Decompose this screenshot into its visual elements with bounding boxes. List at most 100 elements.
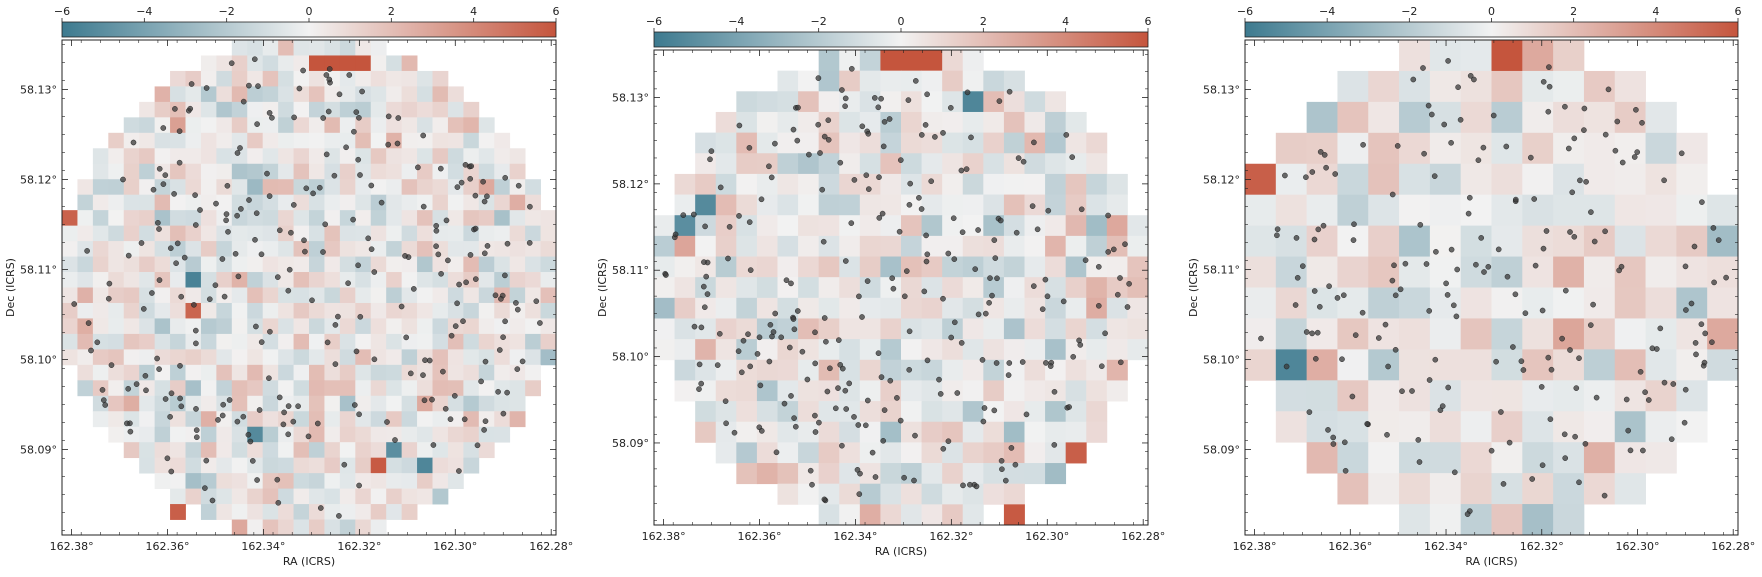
heatmap-cell: [880, 421, 902, 443]
scatter-point: [1478, 235, 1485, 241]
heatmap-cell: [262, 225, 279, 242]
heatmap-cell: [880, 318, 902, 340]
heatmap-cell: [293, 241, 310, 257]
heatmap-cell: [108, 426, 125, 443]
scatter-point: [463, 279, 469, 286]
heatmap-cell: [370, 194, 387, 211]
heatmap-cell: [839, 442, 861, 464]
heatmap-cell: [324, 488, 341, 505]
heatmap-cell: [509, 395, 526, 412]
heatmap-cell: [859, 235, 881, 257]
heatmap-cell: [798, 442, 820, 464]
scatter-point: [921, 288, 928, 295]
heatmap-cell: [901, 401, 922, 423]
heatmap-cell: [139, 302, 156, 319]
scatter-point: [912, 432, 918, 439]
heatmap-cell: [921, 318, 943, 340]
scatter-point: [71, 301, 77, 307]
scatter-point: [1710, 225, 1717, 231]
scatter-point: [167, 245, 174, 251]
scatter-point: [696, 361, 703, 368]
heatmap-cell: [62, 225, 78, 242]
heatmap-cell: [355, 101, 372, 118]
scatter-point: [226, 397, 233, 403]
heatmap-cell: [1086, 153, 1108, 175]
heatmap-cell: [324, 40, 341, 56]
scatter-point: [980, 418, 987, 425]
heatmap-cell: [478, 287, 495, 304]
scatter-point: [1433, 248, 1439, 255]
heatmap-cell: [1245, 194, 1277, 227]
heatmap-cell: [355, 333, 372, 350]
scatter-point: [745, 331, 751, 338]
scatter-point: [1471, 76, 1477, 83]
x-tick-label: 162.32°: [929, 530, 973, 543]
heatmap-cell: [154, 287, 171, 304]
heatmap-cell: [1003, 91, 1025, 113]
colorbar-tick-label: 4: [1652, 5, 1659, 18]
heatmap-cell: [231, 364, 248, 381]
scatter-point: [1634, 149, 1641, 155]
heatmap-cell: [339, 40, 356, 56]
scatter-point: [1522, 310, 1529, 317]
heatmap-cell: [108, 163, 125, 180]
heatmap-cell: [200, 395, 217, 412]
heatmap-cell: [1065, 256, 1087, 278]
scatter-point: [1527, 154, 1534, 161]
heatmap-cell: [880, 297, 902, 319]
heatmap-cell: [123, 148, 140, 165]
heatmap-cell: [1045, 339, 1067, 361]
heatmap-cell: [1127, 215, 1149, 237]
colorbar-tick-label: 2: [980, 15, 987, 28]
heatmap-cell: [1460, 473, 1492, 505]
heatmap-cell: [324, 380, 341, 397]
heatmap-cell: [509, 272, 526, 288]
heatmap-cell: [962, 111, 984, 134]
heatmap-cell: [170, 287, 186, 304]
heatmap-cell: [324, 364, 341, 381]
scatter-point: [496, 347, 503, 353]
heatmap-cell: [170, 163, 186, 180]
heatmap-cell: [1086, 339, 1108, 361]
heatmap-cell: [231, 442, 248, 459]
colorbar-tick-label: 2: [1570, 5, 1577, 18]
scatter-point: [1532, 262, 1539, 269]
heatmap-cell: [736, 153, 758, 175]
heatmap-cell: [839, 194, 861, 216]
heatmap-cell: [154, 163, 171, 180]
scatter-point: [1426, 377, 1433, 383]
scatter-point: [736, 213, 742, 219]
scatter-point: [918, 206, 925, 212]
heatmap-cell: [1065, 235, 1087, 257]
scatter-point: [839, 87, 845, 93]
heatmap-cell: [478, 210, 495, 227]
scatter-point: [791, 415, 797, 421]
heatmap-cell: [983, 153, 1005, 175]
scatter-point: [864, 278, 871, 284]
scatter-point: [1445, 384, 1452, 391]
heatmap-cell: [1065, 339, 1087, 361]
heatmap-cell: [1553, 256, 1585, 288]
scatter-point: [1682, 263, 1689, 270]
heatmap-cell: [818, 297, 840, 319]
scatter-point: [854, 466, 861, 473]
heatmap-cell: [1614, 70, 1646, 103]
heatmap-cell: [154, 117, 171, 134]
heatmap-cell: [1368, 163, 1400, 196]
scatter-point: [1493, 358, 1499, 365]
scatter-point: [1364, 421, 1370, 427]
scatter-point: [481, 198, 488, 205]
heatmap-cell: [139, 457, 156, 474]
heatmap-cell: [1368, 380, 1400, 412]
x-tick-label: 162.36°: [1328, 540, 1372, 553]
scatter-point: [335, 313, 341, 320]
heatmap-cell: [216, 457, 233, 474]
heatmap-cell: [262, 302, 279, 319]
scatter-point: [851, 177, 858, 183]
heatmap-cell: [509, 194, 526, 211]
heatmap-cell: [942, 132, 964, 154]
heatmap-cell: [818, 215, 840, 237]
heatmap-cell: [370, 86, 387, 103]
scatter-point: [1300, 263, 1306, 269]
